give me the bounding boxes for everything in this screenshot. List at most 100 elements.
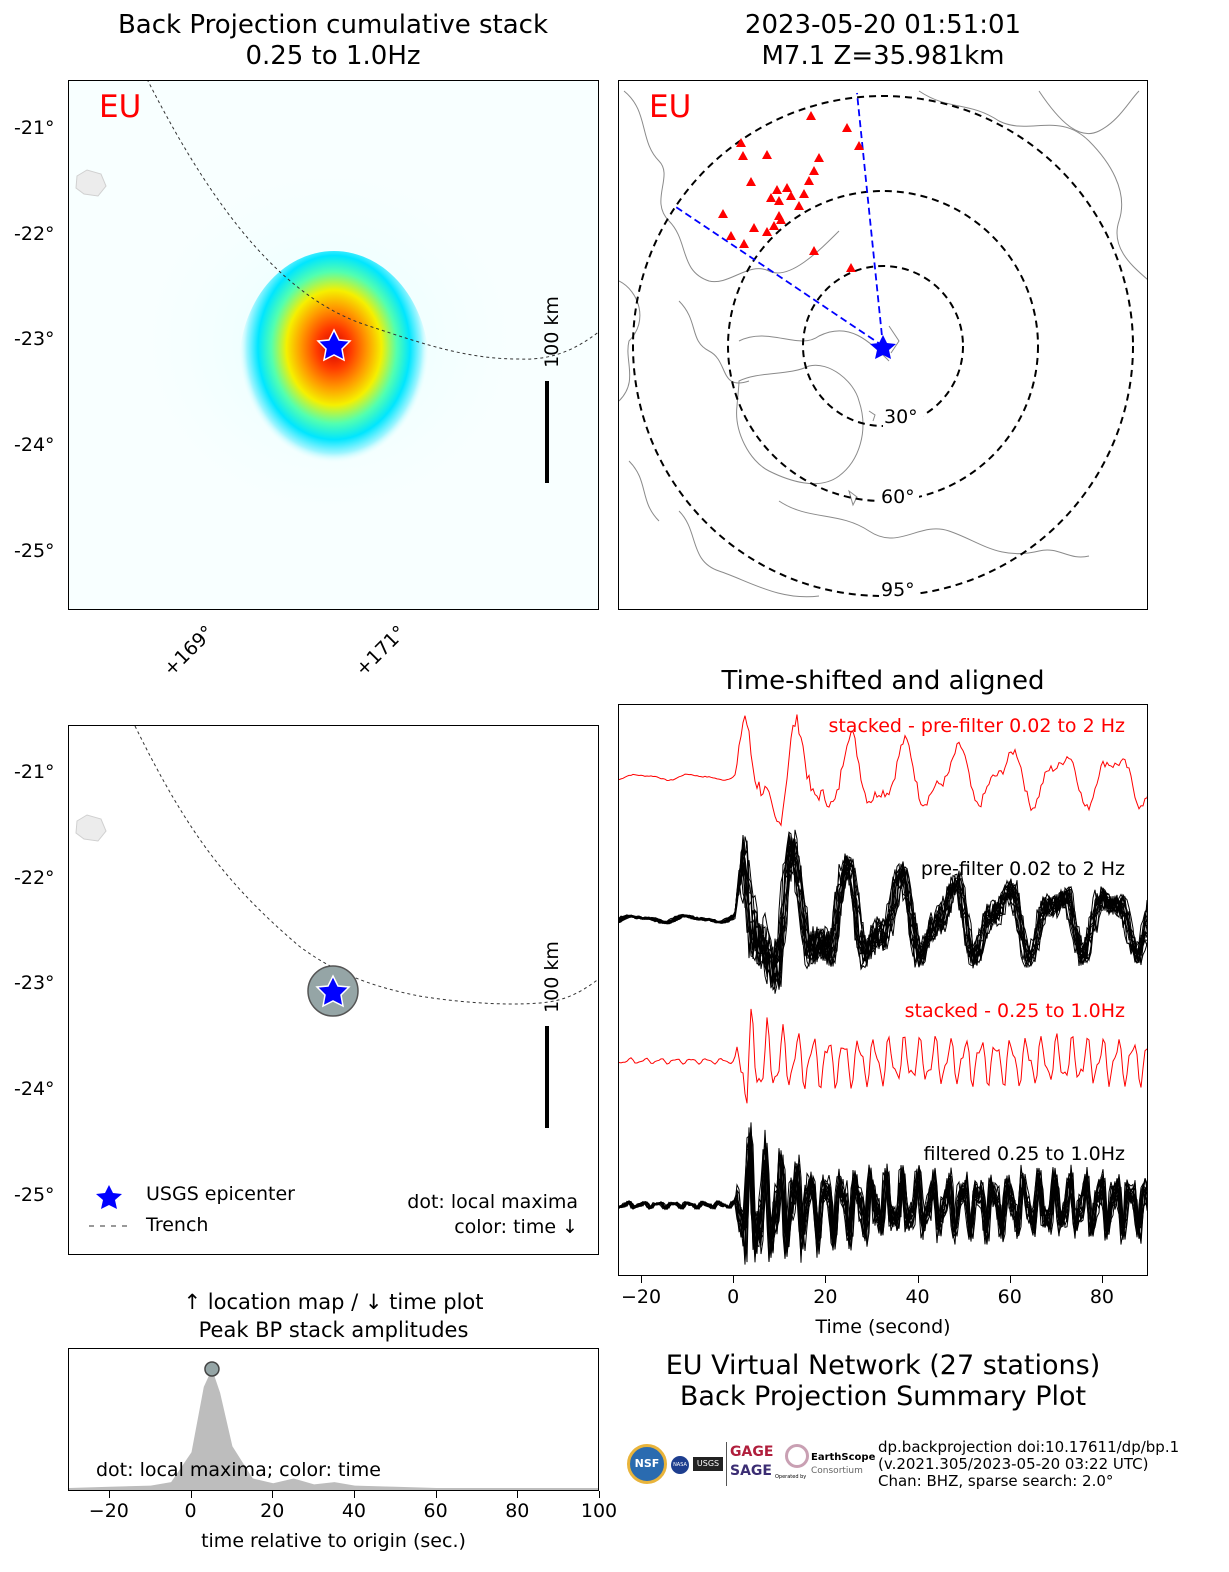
bp-heatmap-svg — [69, 81, 598, 609]
peak-title-line2: Peak BP stack amplitudes — [198, 1318, 469, 1342]
lat-tick-2: -22° — [14, 223, 55, 245]
peak-xtick-mark — [599, 1491, 600, 1498]
trace-xtick-mark — [917, 1276, 919, 1283]
lat-tick-4: -24° — [14, 434, 55, 456]
network-label-top-left: EU — [99, 89, 142, 125]
label-stacked-prefilter: stacked - pre-filter 0.02 to 2 Hz — [828, 715, 1125, 737]
epicenter-star-top — [316, 328, 352, 362]
footer-line1: dp.backprojection doi:10.17611/dp/bp.1 — [878, 1439, 1180, 1456]
peak-xtick-label: −20 — [88, 1500, 129, 1522]
trace-xtick-mark — [1009, 1276, 1011, 1283]
trace-filtered — [619, 1148, 1147, 1263]
bp-title-line1: Back Projection cumulative stack — [117, 10, 549, 40]
trench-line-lower — [134, 726, 598, 1005]
epicenter-star-location — [315, 974, 351, 1008]
epicenter-star-map — [870, 335, 896, 359]
summary-line1: EU Virtual Network (27 stations) — [665, 1350, 1101, 1381]
lon-tick-169: +169° — [159, 621, 219, 681]
earthscope-sub: Consortium — [811, 1466, 863, 1476]
peak-xtick-mark — [190, 1491, 192, 1498]
lon-tick-171: +171° — [351, 621, 411, 681]
lat-tick-lower-4: -24° — [14, 1078, 55, 1100]
lat-tick-3: -23° — [14, 328, 55, 350]
trace-title: Time-shifted and aligned — [721, 666, 1045, 696]
location-map-panel: 100 km USGS epicenter Trench dot: local … — [68, 725, 599, 1255]
peak-xtick-label: 40 — [341, 1500, 367, 1522]
footer-text: dp.backprojection doi:10.17611/dp/bp.1 (… — [878, 1439, 1226, 1490]
legend-star-icon — [96, 1185, 122, 1209]
location-note-1: dot: local maxima — [407, 1191, 578, 1213]
trace-xtick-mark — [1101, 1276, 1103, 1283]
scale-label-top: 100 km — [541, 296, 563, 368]
peak-xtick-mark — [435, 1491, 437, 1498]
trace-xtick-label: 80 — [1089, 1286, 1114, 1308]
label-stacked-filtered: stacked - 0.25 to 1.0Hz — [904, 1000, 1125, 1022]
trace-stacked-prefilter — [619, 714, 1147, 827]
station-map-svg — [619, 90, 1147, 602]
label-filtered: filtered 0.25 to 1.0Hz — [923, 1143, 1125, 1165]
event-title: 2023-05-20 01:51:01 M7.1 Z=35.981km — [618, 10, 1148, 72]
great-circle-paths — [672, 92, 884, 347]
station-map-panel: EU 30° 60° 95° — [618, 80, 1148, 610]
bp-title: Back Projection cumulative stack 0.25 to… — [68, 10, 598, 72]
trace-xtick-label: 20 — [813, 1286, 838, 1308]
earthscope-op-label: Operated by — [775, 1474, 807, 1480]
scale-label-lower: 100 km — [541, 941, 563, 1013]
lat-tick-1: -21° — [14, 117, 55, 139]
event-title-line1: 2023-05-20 01:51:01 — [744, 10, 1022, 40]
trace-prefilter — [619, 832, 1147, 985]
peak-xtick-mark — [517, 1491, 519, 1498]
trace-xlabel: Time (second) — [815, 1316, 951, 1338]
lat-tick-lower-1: -21° — [14, 761, 55, 783]
location-note-2: color: time ↓ — [454, 1216, 578, 1238]
trace-xtick-mark — [733, 1276, 735, 1283]
bp-heatmap-panel: EU 100 km — [68, 80, 599, 610]
distance-label-95: 95° — [881, 579, 915, 601]
lat-tick-lower-2: -22° — [14, 867, 55, 889]
trench-line — [147, 81, 598, 360]
island-outline — [75, 169, 107, 197]
peak-xtick-label: 20 — [260, 1500, 285, 1522]
logo-divider — [726, 1442, 727, 1486]
peak-xtick-mark — [108, 1491, 110, 1498]
nsf-logo: NSF — [627, 1444, 667, 1484]
peak-xtick-mark — [272, 1491, 274, 1498]
earthscope-logo: EarthScope — [811, 1452, 876, 1463]
station-markers — [718, 111, 864, 272]
island-outline-lower — [75, 814, 107, 842]
trace-panel: stacked - pre-filter 0.02 to 2 Hz pre-fi… — [618, 704, 1148, 1276]
distance-label-30: 30° — [884, 406, 918, 428]
sage-logo: SAGE — [730, 1463, 772, 1479]
trace-svg — [619, 714, 1147, 1265]
peak-area — [69, 1369, 598, 1490]
summary-line2: Back Projection Summary Plot — [679, 1381, 1087, 1412]
event-title-line2: M7.1 Z=35.981km — [761, 41, 1005, 71]
trace-xtick-label: 0 — [727, 1286, 740, 1308]
location-map-svg — [75, 726, 598, 1227]
network-label-top-right: EU — [649, 89, 692, 125]
label-prefilter: pre-filter 0.02 to 2 Hz — [920, 858, 1125, 880]
lat-tick-5: -25° — [14, 540, 55, 562]
peak-note: dot: local maxima; color: time — [96, 1459, 381, 1481]
trace-xtick-label: 40 — [905, 1286, 930, 1308]
heatmap-hotspot — [239, 251, 429, 481]
footer-line3: Chan: BHZ, sparse search: 2.0° — [878, 1472, 1114, 1490]
trace-xtick-mark — [641, 1276, 643, 1283]
earthscope-icon — [785, 1444, 809, 1468]
trace-xtick-mark — [825, 1276, 827, 1283]
peak-title-line1: ↑ location map / ↓ time plot — [183, 1290, 484, 1314]
peak-xtick-label: 80 — [505, 1500, 530, 1522]
trace-xtick-label: 60 — [997, 1286, 1022, 1308]
summary-title: EU Virtual Network (27 stations) Back Pr… — [618, 1350, 1148, 1412]
peak-title: ↑ location map / ↓ time plot Peak BP sta… — [68, 1288, 599, 1344]
nasa-logo: NASA — [671, 1456, 689, 1474]
peak-xtick-label: 0 — [184, 1500, 197, 1522]
lat-tick-lower-5: -25° — [14, 1184, 55, 1206]
peak-amplitude-svg — [69, 1361, 598, 1490]
peak-xtick-mark — [353, 1491, 355, 1498]
peak-maxima-dot — [204, 1361, 220, 1377]
footer-line2: (v.2021.305/2023-05-20 03:22 UTC) — [878, 1455, 1149, 1473]
lat-tick-lower-3: -23° — [14, 972, 55, 994]
usgs-logo: USGS — [693, 1457, 723, 1471]
trace-prefilter — [619, 845, 1147, 979]
